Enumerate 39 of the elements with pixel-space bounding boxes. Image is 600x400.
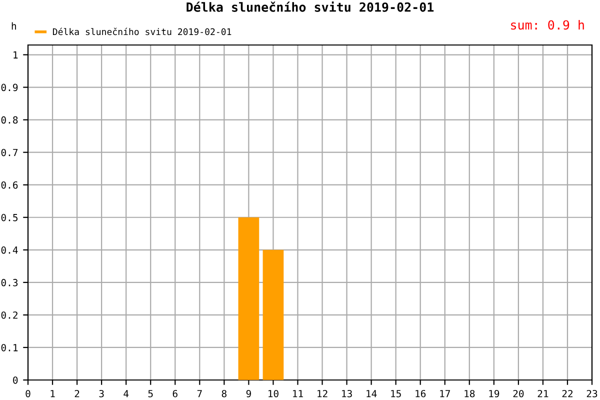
y-tick-label: 1 (14, 51, 18, 58)
y-tick-label: 0.5 (1, 214, 18, 222)
y-tick-label: 0.9 (1, 84, 18, 92)
x-tick-label: 21 (538, 390, 548, 398)
x-tick-label: 14 (366, 390, 377, 398)
y-axis-title: h (12, 22, 16, 30)
x-tick-label: 2 (74, 390, 80, 398)
x-tick-label: 0 (26, 390, 30, 398)
y-tick-label: 0.1 (1, 344, 18, 352)
x-tick-label: 3 (99, 390, 104, 398)
x-tick-label: 1 (50, 390, 55, 398)
x-tick-label: 7 (197, 390, 202, 398)
x-tick-label: 12 (318, 390, 328, 398)
x-tick-label: 8 (222, 390, 226, 398)
y-tick-label: 0.6 (1, 181, 18, 189)
x-tick-label: 19 (489, 390, 500, 398)
x-tick-label: 18 (464, 390, 475, 398)
y-tick-label: 0.3 (1, 278, 18, 286)
text: sum: 0.9 h (511, 20, 584, 30)
x-tick-label: 6 (172, 390, 178, 398)
x-tick-label: 13 (342, 390, 352, 398)
x-tick-label: 17 (440, 390, 450, 398)
y-tick-label: 0.4 (1, 246, 18, 254)
x-tick-label: 10 (268, 390, 278, 398)
x-tick-label: 16 (416, 390, 426, 398)
legend-label: Délka slunečního svitu 2019-02-01 (52, 28, 232, 36)
x-tick-label: 22 (562, 390, 573, 398)
x-tick-label: 11 (293, 390, 303, 398)
y-tick-label: 0 (13, 376, 18, 384)
x-tick-label: 20 (513, 390, 524, 398)
y-tick-label: 0.2 (1, 311, 18, 319)
x-tick-label: 4 (124, 390, 129, 398)
x-tick-label: 23 (586, 390, 598, 398)
chart-title: Délka slunečního svitu 2019-02-01 (186, 2, 434, 12)
x-tick-label: 5 (148, 390, 153, 398)
x-tick-label: 15 (391, 390, 401, 398)
y-tick-label: 0.8 (1, 116, 18, 124)
x-tick-label: 9 (246, 390, 251, 398)
y-tick-label: 0.7 (1, 148, 18, 156)
